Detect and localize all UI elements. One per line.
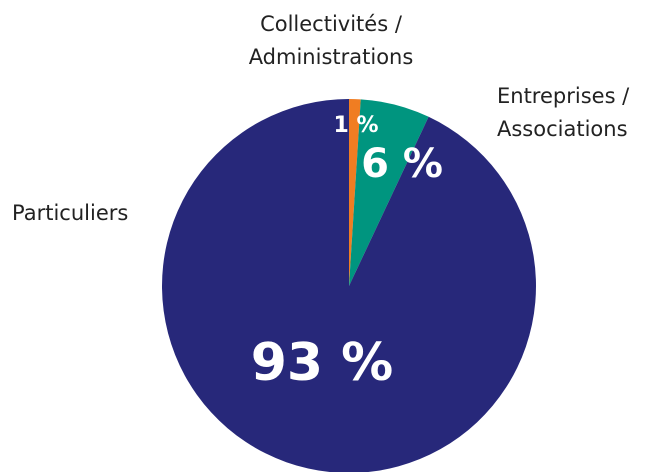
- value-label: 1 %: [333, 113, 378, 138]
- category-label: Entreprises / Associations: [497, 84, 630, 141]
- category-label: Particuliers: [12, 201, 129, 225]
- category-label: Collectivités / Administrations: [248, 12, 414, 69]
- value-label: 93 %: [251, 333, 394, 393]
- pie-slice: [349, 99, 429, 286]
- pie-slice: [349, 99, 361, 286]
- pie-slice: [162, 99, 536, 472]
- value-label: 6 %: [361, 141, 443, 187]
